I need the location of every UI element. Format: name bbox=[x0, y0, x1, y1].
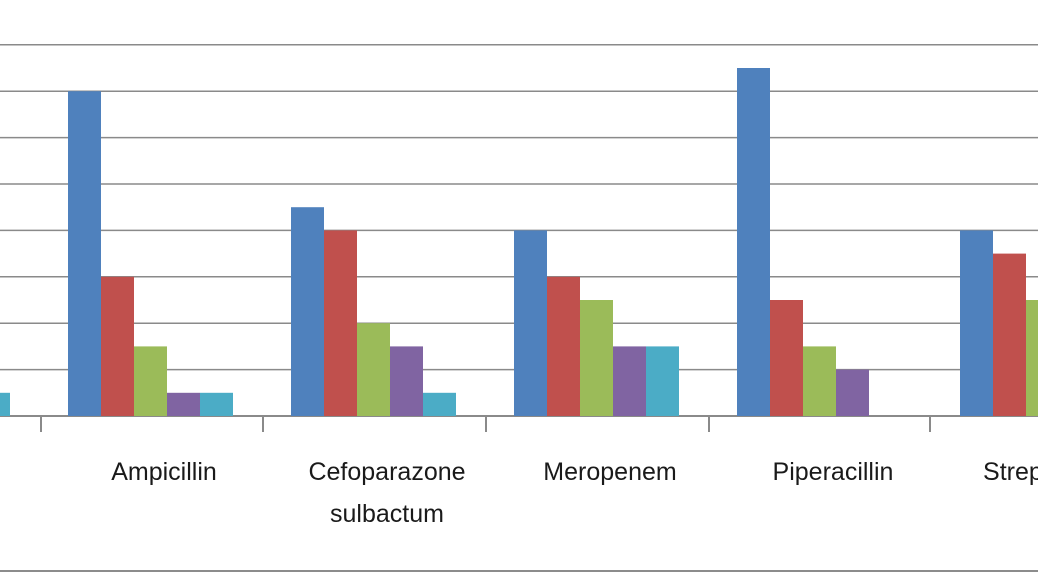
x-tick-label: Ampicillin bbox=[111, 458, 217, 486]
bar bbox=[514, 230, 547, 416]
x-tick-label-line: Ampicillin bbox=[111, 458, 217, 486]
bar bbox=[68, 91, 101, 416]
x-tick-label-line: Meropenem bbox=[543, 458, 676, 486]
bar bbox=[101, 276, 134, 416]
bar bbox=[0, 392, 10, 416]
x-axis bbox=[40, 416, 931, 432]
bar bbox=[324, 230, 357, 416]
bar bbox=[291, 207, 324, 416]
x-tick-label-line: Streptomycin bbox=[983, 458, 1038, 486]
bar bbox=[357, 323, 390, 416]
bar bbox=[390, 346, 423, 416]
bar bbox=[803, 346, 836, 416]
category-labels: AmikacinAmpicillinCefoparazonesulbactumM… bbox=[111, 458, 1038, 528]
x-tick-label: Piperacillin bbox=[773, 458, 894, 486]
x-tick-label: Cefoparazone sulbactum bbox=[308, 458, 465, 528]
bars bbox=[0, 68, 1038, 416]
bar bbox=[836, 369, 869, 416]
x-tick-label-line: Piperacillin bbox=[773, 458, 894, 486]
bar bbox=[200, 392, 233, 416]
bar bbox=[547, 276, 580, 416]
bar bbox=[646, 346, 679, 416]
bar bbox=[167, 392, 200, 416]
bar bbox=[1026, 300, 1038, 416]
bar bbox=[770, 300, 803, 416]
bar bbox=[993, 253, 1026, 416]
bar bbox=[580, 300, 613, 416]
x-tick-label: Meropenem bbox=[543, 458, 676, 486]
bar bbox=[737, 68, 770, 416]
x-tick-label-line: sulbactum bbox=[330, 500, 444, 528]
x-tick-label-line: Cefoparazone bbox=[308, 458, 465, 486]
bar bbox=[134, 346, 167, 416]
x-tick-label: Streptomycin bbox=[983, 458, 1038, 486]
bar bbox=[613, 346, 646, 416]
bar bbox=[423, 392, 456, 416]
bar bbox=[960, 230, 993, 416]
